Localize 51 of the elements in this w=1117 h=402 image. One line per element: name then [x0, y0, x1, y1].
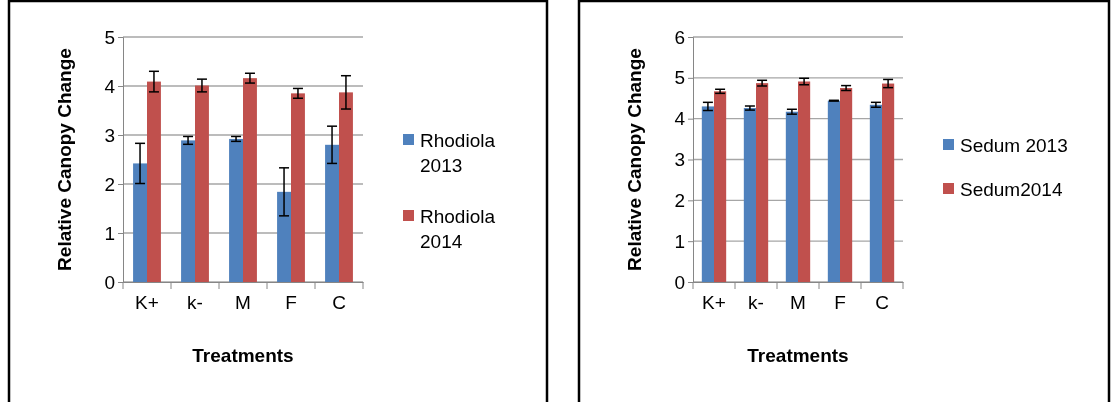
y-axis-title: Relative Canopy Change: [54, 48, 75, 271]
y-tick-label: 1: [104, 222, 115, 244]
x-tick-label: F: [285, 292, 297, 314]
legend-label: Sedum 2013: [960, 135, 1068, 157]
x-tick-label: C: [332, 292, 346, 314]
bar: [840, 88, 853, 282]
y-tick-label: 2: [104, 173, 115, 195]
bar: [743, 108, 756, 282]
bar: [181, 140, 195, 282]
y-tick-label: 5: [104, 26, 115, 48]
y-tick-label: 1: [674, 230, 685, 252]
bar: [229, 138, 243, 282]
x-tick-label: k-: [748, 292, 764, 314]
x-tick-label: K+: [702, 292, 726, 314]
y-tick-label: 4: [674, 108, 686, 130]
y-tick-label: 3: [674, 149, 685, 171]
y-tick-label: 0: [674, 271, 685, 293]
x-tick-label: K+: [135, 292, 159, 314]
x-axis-title: Treatments: [747, 345, 849, 366]
legend-label: Sedum2014: [960, 179, 1063, 201]
y-tick-label: 6: [674, 26, 685, 48]
bar: [882, 83, 895, 282]
bar: [277, 191, 291, 282]
y-tick-label: 4: [104, 75, 116, 97]
bar: [339, 92, 353, 282]
x-tick-label: M: [235, 292, 251, 314]
bar: [827, 100, 840, 282]
x-tick-label: k-: [187, 292, 203, 314]
x-axis-title: Treatments: [192, 345, 294, 366]
y-tick-label: 3: [104, 124, 115, 146]
bar: [785, 111, 798, 282]
y-tick-label: 2: [674, 189, 685, 211]
y-tick-label: 0: [104, 271, 115, 293]
x-tick-label: M: [790, 292, 806, 314]
y-tick-label: 5: [674, 67, 685, 89]
bar: [243, 78, 257, 282]
bar: [756, 83, 769, 282]
bar: [869, 104, 882, 282]
bar: [133, 163, 147, 282]
x-tick-label: F: [834, 292, 846, 314]
bar: [701, 106, 714, 282]
bar: [147, 81, 161, 282]
bar: [714, 91, 727, 282]
bar: [291, 93, 305, 282]
legend-label: Rhodiola 2014: [420, 206, 496, 253]
bar: [798, 81, 811, 282]
bar: [195, 85, 209, 282]
x-tick-label: C: [875, 292, 889, 314]
bar: [325, 144, 339, 282]
y-axis-title: Relative Canopy Change: [624, 48, 645, 271]
legend-label: Rhodiola 2013: [420, 130, 496, 177]
